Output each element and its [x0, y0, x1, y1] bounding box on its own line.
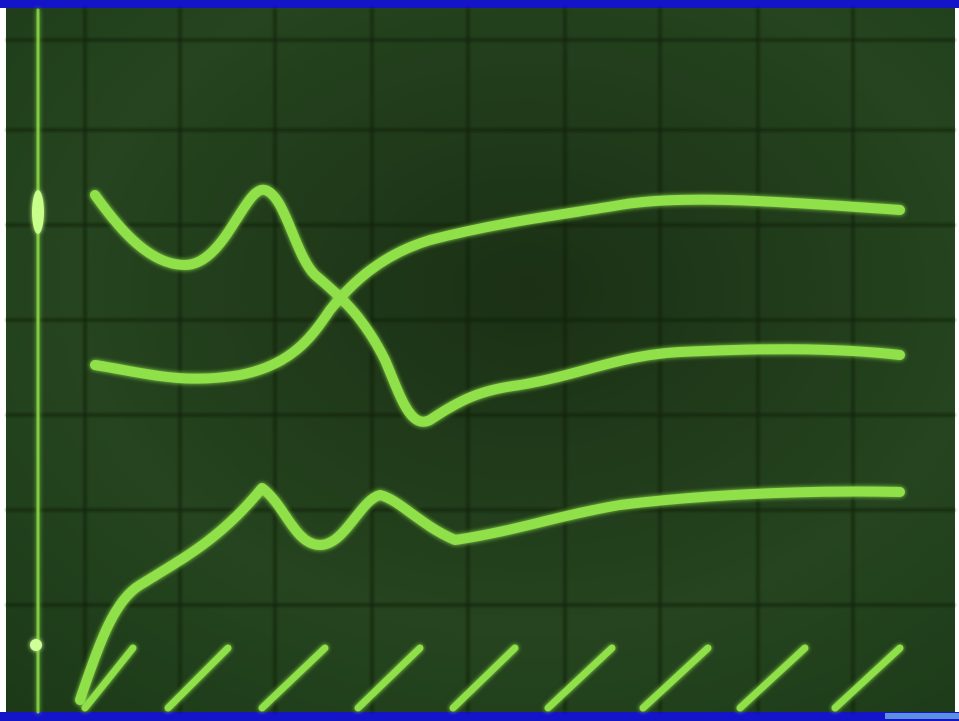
trace-spot [30, 639, 42, 651]
bottom-bar [0, 712, 959, 721]
bottom-bar-accent [885, 713, 959, 719]
page [0, 0, 959, 721]
screen [6, 8, 955, 712]
top-bar [0, 0, 959, 8]
trace-spot [32, 190, 44, 234]
oscilloscope-photo [0, 0, 959, 721]
